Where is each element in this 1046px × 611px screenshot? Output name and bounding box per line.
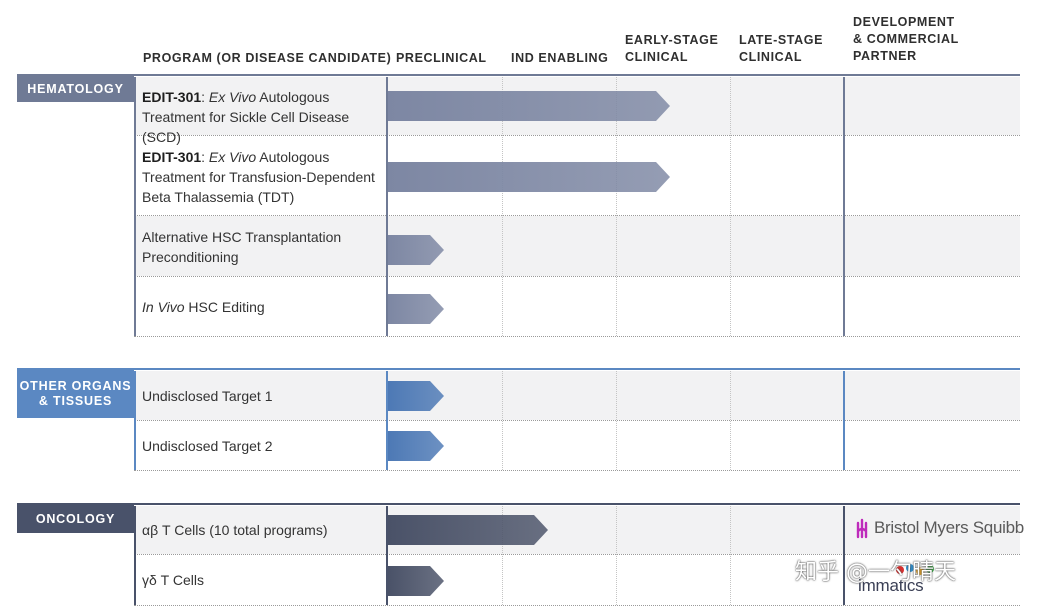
program-edit301-tdt: EDIT-301: Ex Vivo Autologous Treatment f… — [142, 147, 387, 207]
program-alt-hsc: Alternative HSC Transplantation Precondi… — [142, 229, 342, 265]
grid-col-line — [502, 77, 503, 336]
partner-bms-name: Bristol Myers Squibb — [874, 518, 1024, 537]
progress-arrow-shape — [388, 381, 444, 411]
program-col-separator — [134, 77, 136, 336]
other-organs-top-rule — [17, 368, 1020, 370]
row-divider — [134, 605, 1020, 606]
program-code: EDIT-301 — [142, 89, 202, 105]
grid-col-line — [616, 371, 617, 470]
row-divider — [134, 215, 1020, 216]
program-rest: Autologous Treatment for Sickle Cell Dis… — [142, 89, 350, 145]
row-bg-target1 — [134, 371, 1020, 420]
partner-bms: Bristol Myers Squibb — [855, 517, 1024, 539]
program-code: EDIT-301 — [142, 149, 202, 165]
program-italic: Ex Vivo — [208, 149, 257, 165]
progress-arrow-edit301-tdt — [388, 162, 670, 192]
partner-col-separator — [843, 506, 845, 605]
row-bg-alt-hsc — [134, 216, 1020, 276]
program-col-separator — [134, 371, 136, 470]
progress-arrow-ab-t — [388, 515, 548, 545]
watermark: 知乎 @一勺晴天 — [795, 560, 956, 585]
row-divider — [134, 420, 1020, 421]
grid-col-line — [616, 77, 617, 336]
row-divider — [134, 470, 1020, 471]
grid-col-line — [730, 77, 731, 336]
category-hematology: HEMATOLOGY — [17, 76, 134, 102]
immatics-logo-icon — [896, 564, 934, 575]
grid-col-line — [616, 506, 617, 605]
progress-arrow-alt-hsc — [388, 235, 444, 265]
row-bg-ab-t — [134, 506, 1020, 554]
program-sep: : — [201, 89, 209, 105]
partner-col-separator — [843, 371, 845, 470]
row-bg-in-vivo — [134, 277, 1020, 336]
grid-col-line — [730, 371, 731, 470]
progress-arrow-shape — [388, 235, 444, 265]
stage-col-separator — [386, 506, 388, 605]
partner-immatics: immatics — [858, 563, 946, 596]
row-divider — [134, 554, 1020, 555]
grid-col-line — [730, 506, 731, 605]
progress-arrow-shape — [388, 431, 444, 461]
progress-arrow-target1 — [388, 381, 444, 411]
header-preclinical: PRECLINICAL — [396, 51, 487, 65]
progress-arrow-edit301-scd — [388, 91, 670, 121]
header-early-stage: EARLY-STAGE CLINICAL — [625, 33, 719, 64]
program-rest: Autologous Treatment for Transfusion-Dep… — [142, 149, 375, 205]
program-rest: HSC Editing — [184, 299, 265, 315]
progress-arrow-shape — [388, 566, 444, 596]
bms-logo-icon — [856, 518, 868, 539]
stage-col-separator — [386, 371, 388, 470]
program-in-vivo: In Vivo HSC Editing — [142, 297, 387, 317]
program-ab-t: αβ T Cells (10 total programs) — [142, 522, 328, 538]
program-italic: Ex Vivo — [208, 89, 257, 105]
progress-arrow-shape — [388, 91, 670, 121]
stage-col-separator — [386, 77, 388, 336]
header-late-stage: LATE-STAGE CLINICAL — [739, 33, 824, 64]
program-gd-t: γδ T Cells — [142, 572, 204, 588]
header-program: PROGRAM (OR DISEASE CANDIDATE) — [143, 51, 392, 65]
progress-arrow-shape — [388, 162, 670, 192]
progress-arrow-shape — [388, 515, 548, 545]
row-bg-gd-t — [134, 555, 1020, 605]
program-target1: Undisclosed Target 1 — [142, 388, 273, 404]
progress-arrow-shape — [388, 294, 444, 324]
header-partner: DEVELOPMENT & COMMERCIAL PARTNER — [853, 15, 959, 63]
progress-arrow-in-vivo — [388, 294, 444, 324]
row-bg-target2 — [134, 421, 1020, 470]
header-ind-enabling: IND ENABLING — [511, 51, 609, 65]
oncology-top-rule — [17, 503, 1020, 505]
progress-arrow-gd-t — [388, 566, 444, 596]
progress-arrow-target2 — [388, 431, 444, 461]
partner-col-separator — [843, 77, 845, 336]
program-edit301-scd: EDIT-301: Ex Vivo Autologous Treatment f… — [142, 87, 387, 147]
row-divider — [134, 276, 1020, 277]
hematology-top-rule — [17, 74, 1020, 76]
grid-col-line — [502, 506, 503, 605]
category-other-organs: OTHER ORGANS & TISSUES — [17, 370, 134, 418]
row-divider — [134, 336, 1020, 337]
category-oncology: ONCOLOGY — [17, 505, 134, 533]
program-sep: : — [201, 149, 209, 165]
partner-immatics-name: immatics — [858, 576, 924, 595]
row-divider — [134, 135, 1020, 136]
program-col-separator — [134, 506, 136, 605]
grid-col-line — [502, 371, 503, 470]
program-target2: Undisclosed Target 2 — [142, 438, 273, 454]
program-italic: In Vivo — [142, 299, 185, 315]
